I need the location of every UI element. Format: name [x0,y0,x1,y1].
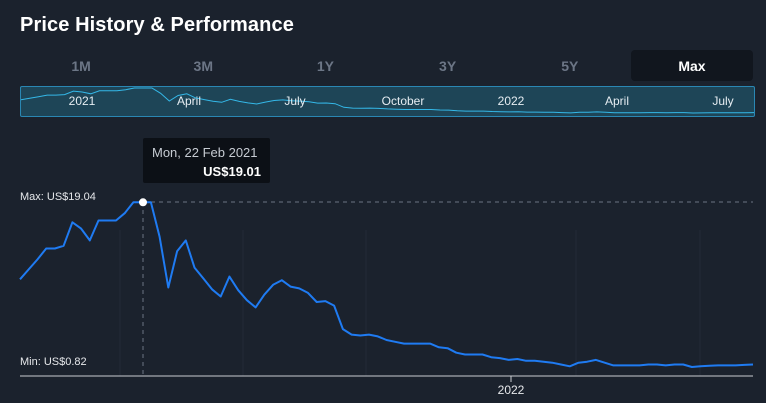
navigator-label: July [284,94,306,108]
tab-max[interactable]: Max [630,50,754,81]
min-price-label: Min: US$0.82 [20,356,87,368]
tab-3y[interactable]: 3Y [439,57,457,74]
navigator-label: 2022 [497,94,525,108]
range-navigator[interactable]: 2021 April July October 2022 April July [20,86,755,117]
navigator-line [21,87,754,114]
navigator-label: 2021 [68,94,96,108]
x-axis-tick: 2022 [497,383,525,397]
price-tooltip: Mon, 22 Feb 2021 US$19.01 [143,138,270,183]
navigator-label: April [176,94,202,108]
navigator-label: April [604,94,630,108]
max-price-label: Max: US$19.04 [20,191,96,203]
range-tabs: 1M 3M 1Y 3Y 5Y Max [20,50,754,81]
tab-1m[interactable]: 1M [71,57,91,74]
price-line [19,201,754,368]
tab-3m[interactable]: 3M [193,57,213,74]
tooltip-price: US$19.01 [203,164,261,179]
tab-1y[interactable]: 1Y [316,57,334,74]
tab-5y[interactable]: 5Y [561,57,579,74]
navigator-label: July [712,94,734,108]
tooltip-date: Mon, 22 Feb 2021 [152,145,258,160]
highlight-point [139,198,147,207]
page-title: Price History & Performance [20,14,294,36]
price-chart[interactable] [0,120,766,403]
navigator-sparkline [21,87,754,114]
navigator-label: October [381,94,425,108]
